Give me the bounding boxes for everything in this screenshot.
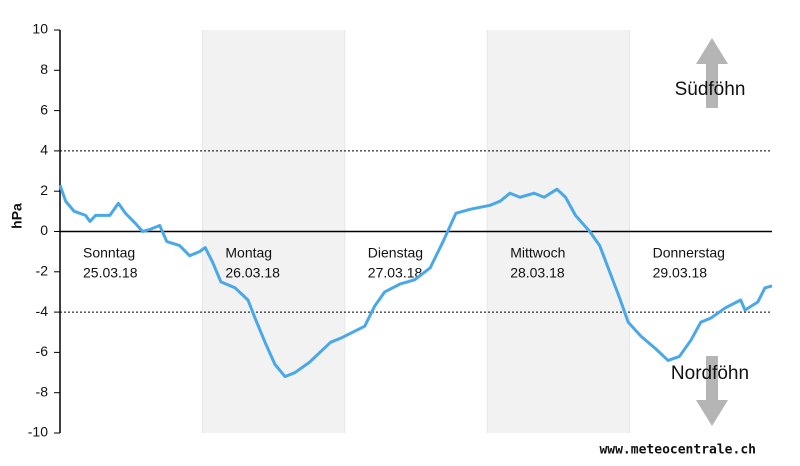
annotation: Südföhn — [675, 79, 746, 100]
watermark: www.meteocentrale.ch — [599, 443, 756, 458]
annotation: Nordföhn — [671, 363, 749, 384]
y-tick-label: 4 — [40, 142, 48, 158]
up-arrow — [696, 38, 728, 108]
y-tick-label: -8 — [36, 383, 49, 399]
y-tick-label: 10 — [32, 21, 48, 37]
down-arrow — [696, 356, 728, 426]
day-date: 27.03.18 — [368, 265, 423, 281]
day-name: Mittwoch — [510, 245, 565, 261]
day-name: Montag — [225, 245, 272, 261]
y-tick-label: 0 — [40, 222, 48, 238]
y-tick-label: -4 — [36, 303, 49, 319]
y-tick-label: -10 — [28, 424, 48, 440]
y-axis-label: hPa — [9, 203, 25, 229]
day-name: Sonntag — [83, 245, 135, 261]
y-tick-label: 6 — [40, 101, 48, 117]
day-date: 26.03.18 — [225, 265, 280, 281]
y-tick-label: 8 — [40, 61, 48, 77]
y-tick-label: 2 — [40, 182, 48, 198]
day-name: Donnerstag — [653, 245, 725, 261]
day-name: Dienstag — [368, 245, 423, 261]
day-date: 25.03.18 — [83, 265, 138, 281]
data-line — [58, 184, 773, 379]
y-tick-label: -6 — [36, 343, 49, 359]
y-tick-label: -2 — [36, 263, 49, 279]
day-date: 29.03.18 — [653, 265, 708, 281]
day-date: 28.03.18 — [510, 265, 565, 281]
